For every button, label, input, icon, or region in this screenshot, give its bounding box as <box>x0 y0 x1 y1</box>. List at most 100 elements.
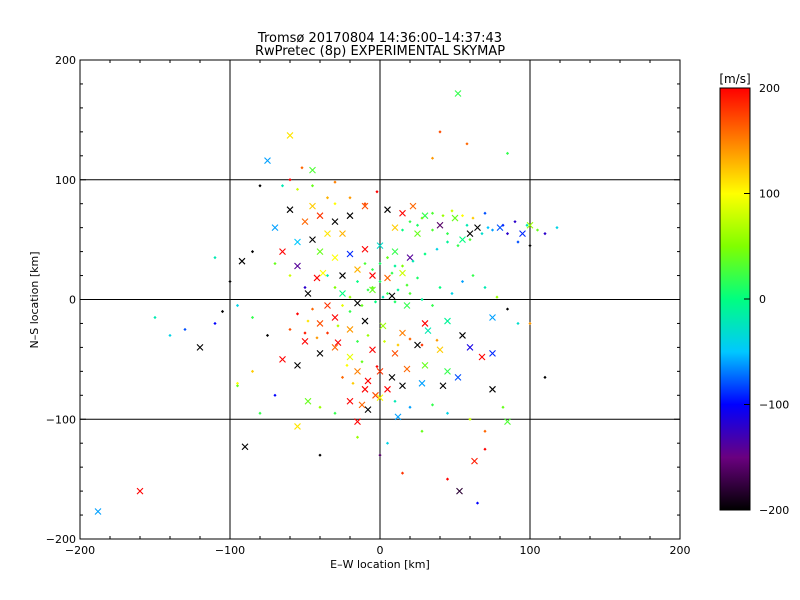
data-point-cross <box>526 221 534 229</box>
data-point-cross <box>384 206 391 214</box>
data-point-dot <box>396 288 400 292</box>
data-point-dot <box>555 226 559 230</box>
data-point-dot <box>300 166 304 170</box>
data-point-dot <box>385 291 390 296</box>
data-point-cross <box>346 353 354 361</box>
data-point-cross <box>369 346 376 354</box>
data-point-dot <box>375 364 379 369</box>
data-point-cross <box>478 353 486 361</box>
data-point-dot <box>390 271 394 275</box>
data-point-dot <box>396 343 400 347</box>
y-tick-label: −200 <box>46 533 76 546</box>
data-point-cross <box>264 157 271 164</box>
data-point-dot <box>456 244 460 248</box>
data-point-dot <box>490 228 495 232</box>
data-point-dot <box>355 339 360 344</box>
data-points <box>94 90 559 515</box>
data-point-dot <box>516 321 520 326</box>
data-point-dot <box>460 214 465 218</box>
data-point-dot <box>483 429 487 433</box>
data-point-cross <box>436 346 444 354</box>
data-point-cross <box>384 385 391 393</box>
data-point-dot <box>336 324 340 328</box>
data-point-dot <box>183 327 187 332</box>
data-point-dot <box>213 255 217 260</box>
data-point-dot <box>280 184 285 188</box>
data-point-cross <box>294 238 301 246</box>
data-point-dot <box>393 264 397 268</box>
x-tick-label: 0 <box>377 544 384 557</box>
data-point-cross <box>279 355 286 363</box>
data-point-cross <box>339 230 346 238</box>
data-point-dot <box>325 273 330 278</box>
data-point-dot <box>325 331 330 335</box>
data-point-dot <box>408 405 412 409</box>
data-point-dot <box>438 285 442 290</box>
data-point-cross <box>334 339 342 346</box>
data-point-cross <box>436 221 444 229</box>
data-point-dot <box>288 273 292 278</box>
data-point-cross <box>316 349 324 357</box>
data-point-dot <box>501 405 505 409</box>
data-point-dot <box>505 151 510 156</box>
data-point-dot <box>400 228 405 232</box>
data-point-cross <box>324 302 331 309</box>
y-tick-label: −100 <box>46 413 76 426</box>
data-point-cross <box>271 224 279 232</box>
data-point-dot <box>348 196 352 200</box>
data-point-cross <box>372 391 379 399</box>
data-point-dot <box>430 156 435 160</box>
data-point-dot <box>525 223 529 227</box>
data-point-cross <box>399 209 406 217</box>
x-tick-label: −200 <box>65 544 95 557</box>
data-point-cross <box>394 413 402 421</box>
data-point-dot <box>445 240 450 244</box>
data-point-dot <box>288 178 292 182</box>
data-point-dot <box>375 190 379 194</box>
data-point-cross <box>313 274 321 282</box>
data-point-dot <box>430 211 435 215</box>
data-point-cross <box>406 254 414 261</box>
data-point-cross <box>354 367 361 375</box>
data-point-cross <box>444 367 451 375</box>
data-point-dot <box>318 453 322 457</box>
data-point-cross <box>459 332 466 339</box>
data-point-cross <box>391 349 399 357</box>
data-point-cross <box>403 365 411 373</box>
data-point-cross <box>361 202 369 210</box>
data-point-dot <box>310 307 315 311</box>
data-point-cross <box>399 269 406 277</box>
data-point-cross <box>489 349 496 357</box>
data-point-dot <box>373 300 378 304</box>
data-point-dot <box>486 226 490 230</box>
data-point-cross <box>379 322 387 330</box>
data-point-cross <box>466 230 474 238</box>
data-point-dot <box>333 202 337 206</box>
chart-title: Tromsø 20170804 14:36:00–14:37:43 <box>257 31 502 46</box>
data-point-cross <box>504 418 511 426</box>
data-point-dot <box>471 273 475 278</box>
data-point-cross <box>391 224 399 232</box>
data-point-dot <box>250 315 255 320</box>
data-point-dot <box>258 184 262 188</box>
data-point-dot <box>483 211 487 215</box>
data-point-cross <box>414 230 421 238</box>
data-point-dot <box>430 303 435 308</box>
data-point-cross <box>294 423 301 430</box>
y-tick-label: 200 <box>55 54 76 67</box>
data-point-dot <box>415 223 420 227</box>
data-point-dot <box>408 291 412 296</box>
data-point-cross <box>94 508 102 515</box>
colorbar-tick-label: 200 <box>759 82 780 95</box>
data-point-cross <box>384 274 391 282</box>
data-point-dot <box>370 285 375 290</box>
data-point-dot <box>333 180 337 184</box>
data-point-dot <box>423 252 427 256</box>
data-point-cross <box>424 327 432 335</box>
data-point-cross <box>376 394 384 402</box>
data-point-dot <box>306 319 310 323</box>
data-point-dot <box>400 471 405 475</box>
x-axis-label: E–W location [km] <box>330 558 430 571</box>
data-point-dot <box>360 303 364 308</box>
